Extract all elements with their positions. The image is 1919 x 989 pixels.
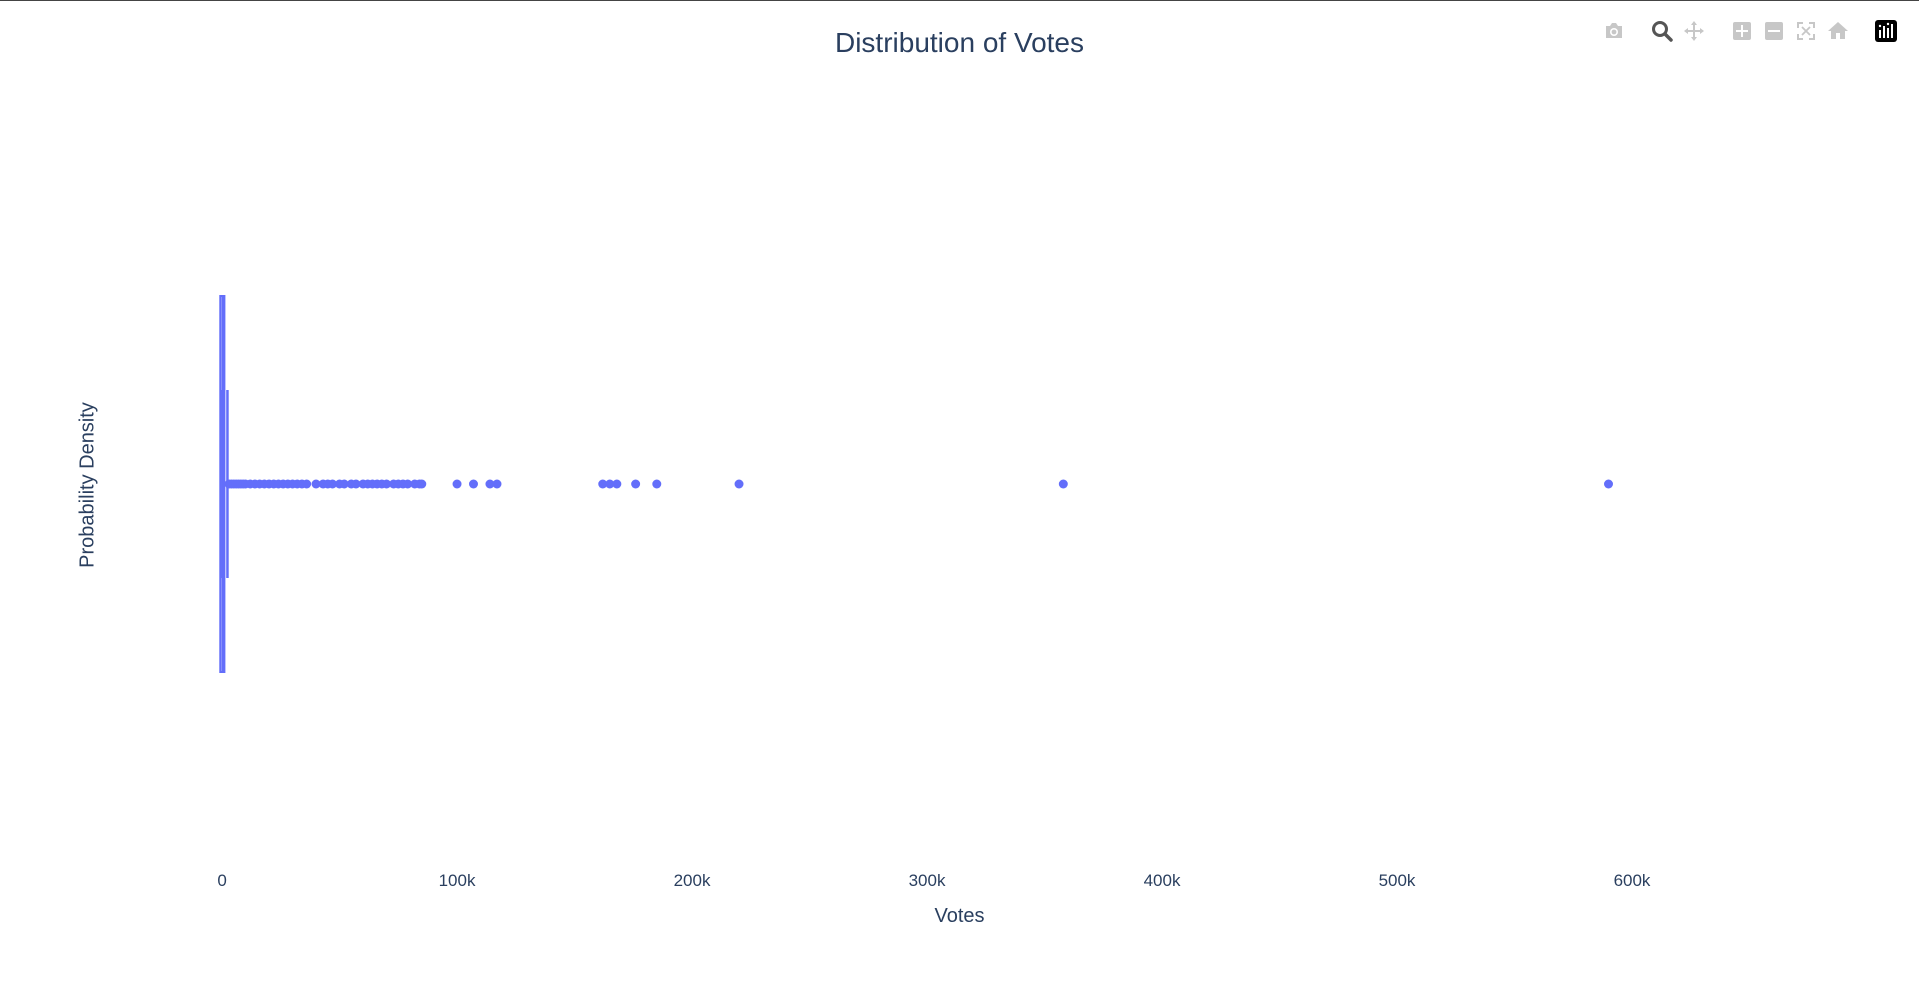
- outlier-point: [598, 479, 608, 489]
- zoom-icon: [1652, 21, 1673, 42]
- outlier-point: [339, 479, 349, 489]
- plotly-logo-button[interactable]: [1870, 15, 1902, 47]
- x-tick-label: 0: [217, 871, 226, 890]
- reset-axes-icon: [1828, 22, 1848, 39]
- outlier-point: [612, 479, 622, 489]
- reset-axes-button[interactable]: [1822, 15, 1854, 47]
- x-tick-label: 300k: [909, 871, 946, 890]
- x-tick-label: 400k: [1144, 871, 1181, 890]
- x-tick-label: 100k: [439, 871, 476, 890]
- x-axis-label: Votes: [934, 905, 985, 927]
- zoom-button[interactable]: [1646, 15, 1678, 47]
- pan-icon: [1684, 21, 1704, 41]
- outlier-point: [492, 479, 502, 489]
- outlier-point: [327, 479, 337, 489]
- outlier-point: [485, 479, 495, 489]
- outlier-points: [224, 479, 1614, 489]
- top-border: [0, 0, 1919, 1]
- outlier-point: [403, 479, 413, 489]
- outlier-point: [605, 479, 615, 489]
- outlier-point: [382, 479, 392, 489]
- zoom-out-icon: [1765, 22, 1783, 40]
- download-plot-button[interactable]: [1598, 15, 1630, 47]
- autoscale-icon: [1797, 22, 1815, 40]
- outlier-point: [311, 479, 321, 489]
- pan-button[interactable]: [1678, 15, 1710, 47]
- plotly-logo-icon: [1875, 20, 1897, 42]
- chart-title: Distribution of Votes: [834, 27, 1085, 58]
- outlier-point: [417, 479, 427, 489]
- zoom-in-icon: [1733, 22, 1751, 40]
- x-axis-ticks: 0 100k 200k 300k 400k 500k 600k: [217, 871, 1651, 890]
- zoom-out-button[interactable]: [1758, 15, 1790, 47]
- outlier-point: [1058, 479, 1068, 489]
- camera-icon: [1606, 23, 1622, 38]
- outlier-point: [468, 479, 478, 489]
- outlier-point: [652, 479, 662, 489]
- x-tick-label: 200k: [674, 871, 711, 890]
- outlier-point: [631, 479, 641, 489]
- x-tick-label: 600k: [1614, 871, 1651, 890]
- outlier-point: [1604, 479, 1614, 489]
- outlier-point: [734, 479, 744, 489]
- modebar: [1598, 15, 1902, 47]
- outlier-point: [452, 479, 462, 489]
- outlier-point: [302, 479, 312, 489]
- zoom-in-button[interactable]: [1726, 15, 1758, 47]
- outlier-point: [351, 479, 361, 489]
- x-tick-label: 500k: [1379, 871, 1416, 890]
- autoscale-button[interactable]: [1790, 15, 1822, 47]
